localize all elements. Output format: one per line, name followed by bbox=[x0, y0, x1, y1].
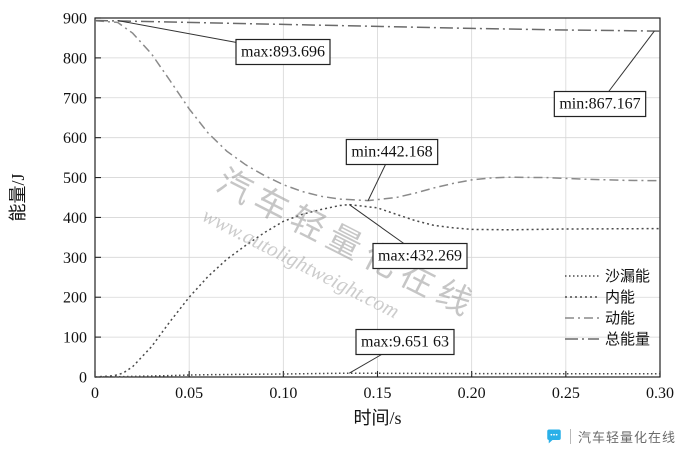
x-tick-label: 0.05 bbox=[175, 385, 203, 402]
annotations: max:893.696 min:867.167 min:442.168 max:432… bbox=[117, 20, 655, 374]
y-axis-title: 能量/J bbox=[8, 173, 28, 221]
legend-item-1: 内能 bbox=[565, 289, 635, 306]
y-tick-label: 900 bbox=[63, 11, 87, 28]
y-tick-label: 200 bbox=[63, 290, 87, 307]
annotation-text: min:442.168 bbox=[351, 144, 432, 161]
y-tick-label: 500 bbox=[63, 170, 87, 187]
y-tick-label: 300 bbox=[63, 250, 87, 267]
x-tick-label: 0.10 bbox=[269, 385, 297, 402]
footer-divider bbox=[569, 429, 571, 444]
annotation-box bbox=[372, 242, 468, 270]
gridlines bbox=[95, 18, 660, 377]
axis-ticks: 0 0.05 0.10 0.15 0.20 0.25 0.30 0 100 200 300 400 50… bbox=[63, 11, 674, 403]
annotation-text: max:432.269 bbox=[378, 248, 462, 265]
y-tick-label: 600 bbox=[63, 130, 87, 147]
series-line-1 bbox=[94, 203, 661, 378]
annotation-max-hourglass: max:9.651 63 bbox=[349, 328, 455, 374]
series-line-3 bbox=[94, 19, 661, 32]
annotation-max-internal: max:432.269 bbox=[348, 204, 468, 270]
annotation-box bbox=[235, 38, 331, 66]
annotation-leader bbox=[348, 204, 405, 244]
annotation-min-total: min:867.167 bbox=[553, 30, 655, 118]
brand-footer: 汽车轻量化在线 bbox=[545, 427, 676, 446]
annotation-box bbox=[553, 90, 647, 118]
x-tick-label: 0 bbox=[91, 385, 99, 402]
x-tick-label: 0.25 bbox=[552, 385, 580, 402]
wechat-icon bbox=[545, 428, 563, 446]
series-group bbox=[94, 19, 661, 378]
annotation-leader bbox=[367, 164, 386, 201]
legend-label: 动能 bbox=[605, 310, 635, 327]
annotation-text: min:867.167 bbox=[559, 96, 640, 113]
y-tick-label: 800 bbox=[63, 50, 87, 67]
annotation-leader bbox=[117, 20, 237, 43]
brand-name: 汽车轻量化在线 bbox=[577, 430, 676, 445]
annotation-leader bbox=[349, 354, 382, 374]
legend-label: 总能量 bbox=[605, 331, 650, 348]
annotation-text: max:9.651 63 bbox=[361, 334, 449, 351]
legend-label: 沙漏能 bbox=[605, 268, 650, 285]
legend-label: 内能 bbox=[605, 289, 635, 306]
y-tick-label: 700 bbox=[63, 90, 87, 107]
x-tick-label: 0.15 bbox=[364, 385, 392, 402]
annotation-box bbox=[345, 138, 439, 166]
x-tick-label: 0.20 bbox=[458, 385, 486, 402]
annotation-min-kinetic: min:442.168 bbox=[345, 138, 439, 201]
annotation-box bbox=[355, 328, 455, 356]
annotation-max-total: max:893.696 bbox=[117, 20, 331, 66]
legend-item-3: 总能量 bbox=[565, 331, 650, 348]
legend-item-2: 动能 bbox=[565, 310, 635, 327]
annotation-leader bbox=[608, 30, 655, 92]
series-line-0 bbox=[94, 372, 661, 378]
y-tick-label: 100 bbox=[63, 330, 87, 347]
x-tick-label: 0.30 bbox=[646, 385, 674, 402]
y-tick-label: 0 bbox=[79, 370, 87, 387]
series-line-2 bbox=[94, 20, 661, 202]
legend-item-0: 沙漏能 bbox=[565, 268, 650, 285]
x-axis-title: 时间/s bbox=[353, 408, 401, 428]
annotation-text: max:893.696 bbox=[241, 44, 325, 61]
y-tick-label: 400 bbox=[63, 210, 87, 227]
